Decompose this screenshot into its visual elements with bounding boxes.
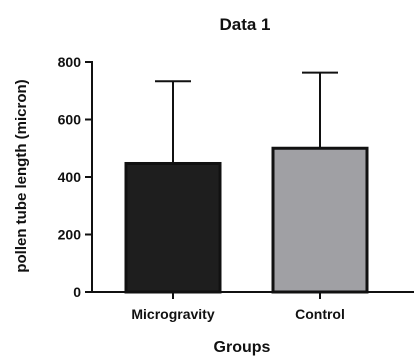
x-tick-label: Control [295,306,345,322]
y-tick-label: 0 [73,284,81,300]
y-tick-label: 400 [58,169,82,185]
y-tick-label: 800 [58,54,82,70]
bar-microgravity [124,161,222,294]
y-axis-label: pollen tube length (micron) [13,79,30,272]
x-tick-label: Microgravity [131,306,214,322]
plot-area: 0 200 400 600 800 Microgravity Control [58,54,414,322]
y-tick-label: 600 [58,112,82,128]
chart-title: Data 1 [219,15,270,34]
x-axis-label: Groups [214,339,271,356]
bar-control [271,146,369,294]
y-tick-label: 200 [58,227,82,243]
